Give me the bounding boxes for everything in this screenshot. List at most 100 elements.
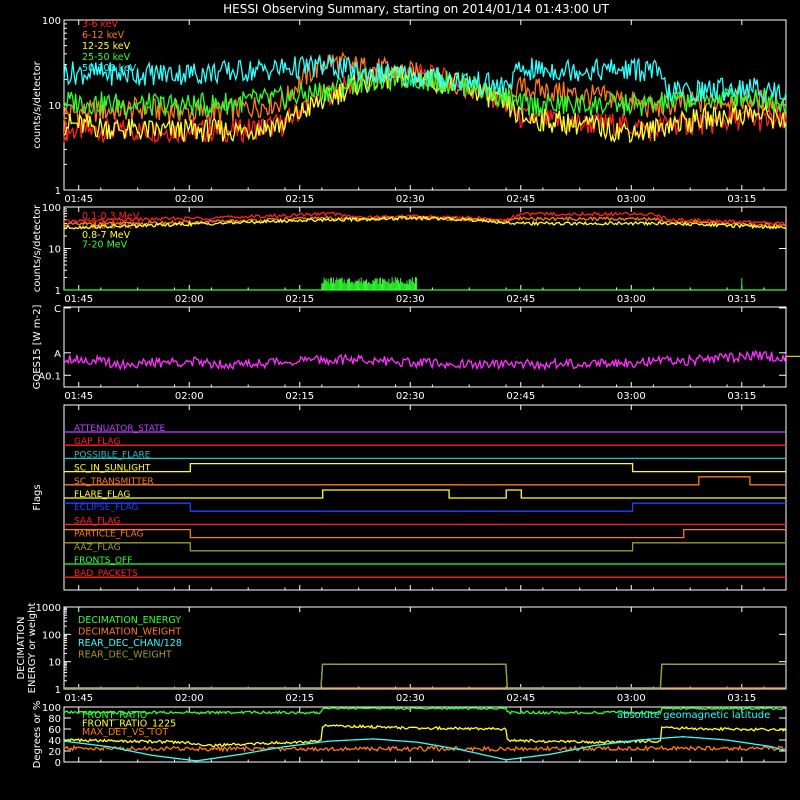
time-tick-label: 02:00 [175, 693, 204, 704]
y-axis-label-line: ENERGY or weight [27, 603, 38, 694]
series-line-front-ratio [63, 707, 787, 716]
legend-entry: 0.1-0.3 MeV [82, 211, 140, 222]
time-tick-label: 01:45 [64, 294, 93, 305]
time-tick-label: 03:00 [617, 391, 646, 402]
legend-entry: 3-6 keV [82, 19, 119, 30]
panels-group: 01:45 02:00 02:15 02:30 02:45 03:00 03:15 count… [16, 16, 800, 769]
series-line-aaz-flag [64, 542, 786, 552]
y-tick-label: 0 [55, 758, 61, 769]
series-line-max-det-vs-tot [64, 744, 787, 753]
y-tick-label: 100 [42, 16, 61, 27]
y-tick-label: 1 [55, 186, 61, 197]
time-tick-label: 03:00 [617, 194, 646, 205]
y-tick-label: 40 [48, 736, 61, 747]
y-tick-label: A [54, 349, 61, 360]
legend-entry: 50-100 keV [82, 63, 137, 74]
series-line-0-8-7-mev [63, 215, 787, 230]
flag-label: POSSIBLE_FLARE [74, 450, 151, 460]
legend-entry: 7-20 MeV [82, 240, 128, 251]
series-line-flare-flag [64, 489, 786, 499]
series-line-absolute-geomagnetic-latitude [63, 736, 787, 762]
y-axis-label: counts/s/detector [32, 60, 43, 148]
figure-title: HESSI Observing Summary, starting on 201… [223, 2, 609, 16]
y-axis-label: counts/s/detector [32, 204, 43, 292]
y-tick-label: 80 [48, 714, 61, 725]
flag-label: AAZ_FLAG [74, 543, 121, 553]
y-axis-label-line: DECIMATION [16, 616, 27, 679]
flag-label: SAA_FLAG [74, 516, 120, 526]
time-tick-label: 02:30 [396, 294, 425, 305]
flag-label: PARTICLE_FLAG [74, 530, 144, 540]
legend-entry: 25-50 keV [82, 52, 131, 63]
legend-entry: 12-25 keV [82, 41, 131, 52]
flag-label: ECLIPSE_FLAG [74, 503, 138, 513]
time-tick-label: 02:00 [175, 391, 204, 402]
time-tick-label: 03:15 [727, 391, 756, 402]
legend-entry: MAX_DET_VS_TOT [82, 727, 168, 738]
series-line-rear-dec-weight [64, 663, 786, 689]
legend-entry: REAR_DEC_CHAN/128 [78, 638, 182, 649]
flag-label: FLARE_FLAG [74, 490, 130, 500]
y-tick-label: 100 [42, 203, 61, 214]
time-tick-label: 02:15 [285, 693, 314, 704]
flag-label: SC_TRANSMITTER [74, 477, 154, 487]
panel-count-rates: 01:45 02:00 02:15 02:30 02:45 03:00 03:15 count… [32, 16, 787, 205]
time-tick-label: 03:15 [727, 294, 756, 305]
panel-decimation: 01:45 02:00 02:15 02:30 02:45 03:00 03:15 DECIM… [16, 603, 787, 704]
annotation-geomagnetic-latitude: absolute geomagnetic latitude [617, 710, 770, 721]
time-tick-label: 02:00 [175, 194, 204, 205]
y-tick-label: C [54, 304, 61, 315]
time-tick-label: 01:45 [64, 693, 93, 704]
time-tick-label: 02:15 [285, 194, 314, 205]
panel-goes: 01:45 02:00 02:15 02:30 02:45 03:00 03:15 GOES1… [32, 304, 800, 402]
time-tick-label: 03:15 [727, 693, 756, 704]
series-line-sc-transmitter [64, 476, 786, 486]
time-tick-label: 02:15 [285, 294, 314, 305]
legend-entry: 0.3-0.8 MeV [82, 221, 140, 232]
time-tick-label: 02:45 [506, 194, 535, 205]
y-tick-label: 10 [48, 245, 61, 256]
series-line-50-100-kev [63, 54, 787, 104]
y-tick-label: 1000 [36, 603, 61, 614]
y-tick-label: 100 [42, 630, 61, 641]
time-tick-label: 03:15 [727, 194, 756, 205]
panel-frame [63, 706, 787, 763]
series-line-eclipse-flag [64, 502, 786, 512]
time-tick-label: 01:45 [64, 391, 93, 402]
flag-label: ATTENUATOR_STATE [74, 424, 166, 434]
y-tick-label: 100 [42, 703, 61, 714]
legend-entry: DECIMATION_ENERGY [78, 615, 181, 626]
legend-entry: FRONT_RATIO_1225 [82, 719, 176, 730]
flag-label: SC_IN_SUNLIGHT [74, 464, 151, 474]
legend-entry: 6-12 keV [82, 30, 125, 41]
time-tick-label: 02:30 [396, 194, 425, 205]
time-tick-label: 03:00 [617, 693, 646, 704]
y-tick-label: 10 [48, 658, 61, 669]
legend-entry: REAR_DEC_WEIGHT [78, 650, 172, 661]
time-tick-label: 01:45 [64, 194, 93, 205]
time-tick-label: 02:15 [285, 391, 314, 402]
panel-frame [63, 606, 787, 690]
series-line-goes15 [63, 349, 787, 372]
time-tick-label: 02:30 [396, 391, 425, 402]
y-axis-label: Degrees or % [32, 701, 43, 769]
flag-label: GAP_FLAG [74, 437, 120, 447]
time-tick-label: 02:45 [506, 693, 535, 704]
series-line-front-ratio-1225 [64, 723, 787, 748]
legend-entry: DECIMATION_WEIGHT [78, 627, 181, 638]
time-tick-label: 02:00 [175, 294, 204, 305]
time-tick-label: 03:00 [617, 294, 646, 305]
y-tick-label: 10 [48, 101, 61, 112]
flag-label: BAD_PACKETS [74, 569, 138, 579]
y-tick-label: 60 [48, 725, 61, 736]
legend-entry: FRONT_RATIO [82, 710, 147, 721]
y-tick-label: 1 [55, 286, 61, 297]
panel-frame [63, 306, 787, 388]
series-line-sc-in-sunlight [64, 462, 786, 473]
time-tick-label: 02:30 [396, 693, 425, 704]
flag-label: FRONTS_OFF [74, 556, 132, 566]
y-axis-label: DECIMATIONENERGY or weight [16, 603, 38, 694]
